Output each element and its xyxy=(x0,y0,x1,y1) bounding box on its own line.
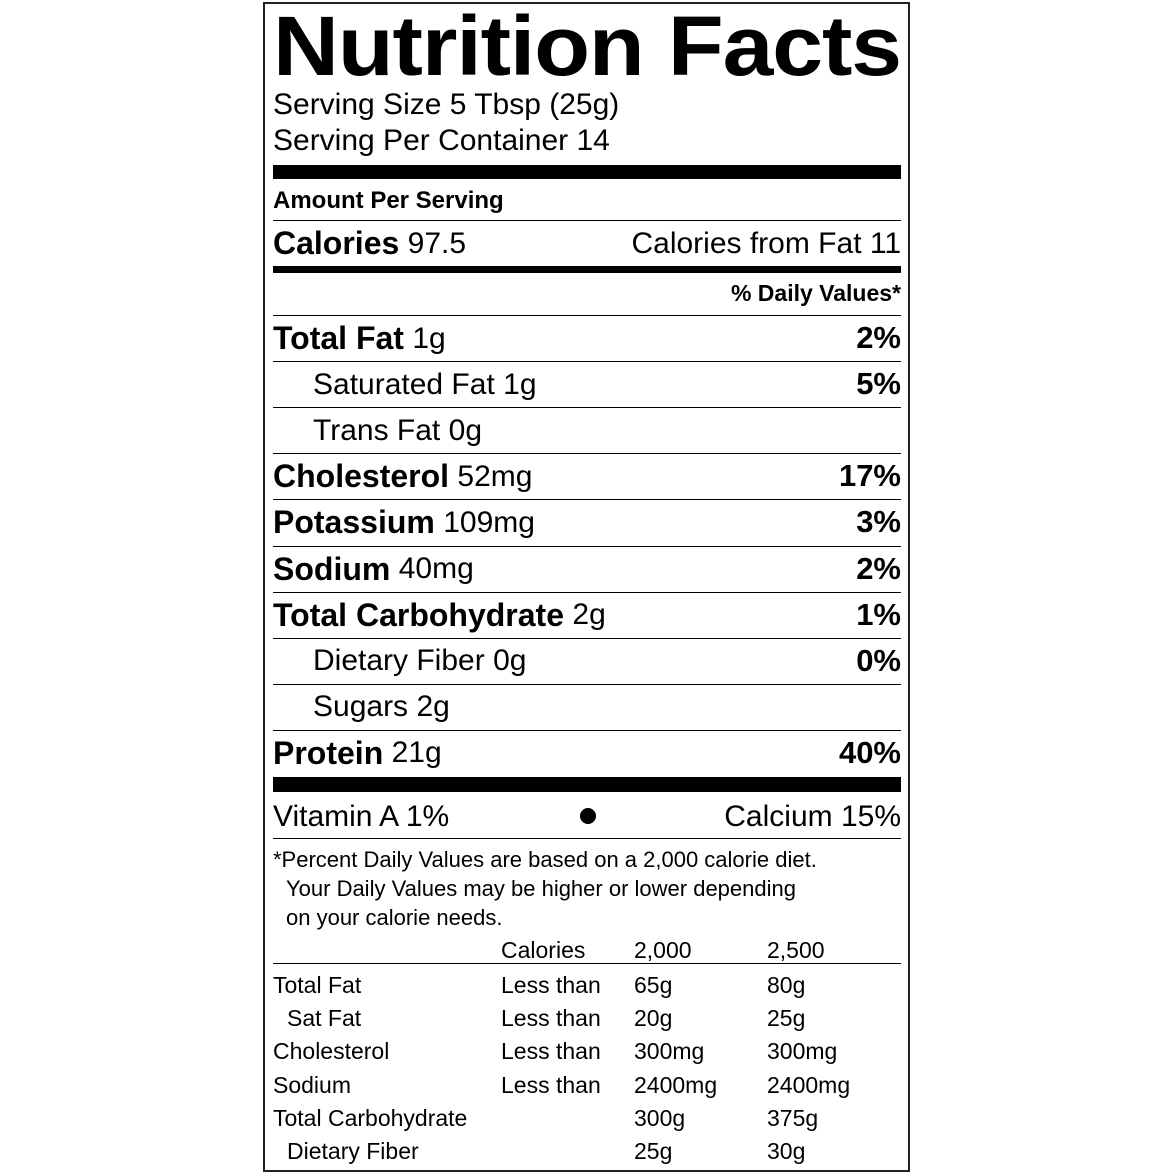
rule xyxy=(273,838,901,839)
sub-nutrient-name: Dietary Fiber xyxy=(313,644,485,678)
vitamin: Vitamin A 1% xyxy=(273,799,450,833)
rule xyxy=(273,165,901,179)
table-qualifier: Less than xyxy=(501,1038,601,1065)
rule xyxy=(273,407,901,408)
table-value: 2400mg xyxy=(767,1071,851,1098)
table-name: Sat Fat xyxy=(287,1005,362,1032)
sub-nutrient-amount: 0g xyxy=(493,644,527,678)
footnote-line: on your calorie needs. xyxy=(286,904,503,930)
daily-value: 2% xyxy=(856,550,901,586)
rule xyxy=(273,638,901,639)
table-value: 25g xyxy=(767,1005,806,1032)
sub-nutrient-amount: 1g xyxy=(503,367,537,401)
daily-value: 3% xyxy=(856,504,901,540)
table-name: Total Fat xyxy=(273,972,362,998)
dv-header: % Daily Values* xyxy=(730,280,901,306)
calories-from-fat: Calories from Fat 11 xyxy=(631,226,901,260)
daily-value: 2% xyxy=(856,320,901,355)
nutrient-amount: 1g xyxy=(412,321,446,355)
footnote-line: *Percent Daily Values are based on a 2,0… xyxy=(273,846,817,872)
rule xyxy=(273,453,901,454)
rule xyxy=(273,499,901,500)
sub-nutrient-name: Sugars xyxy=(313,690,409,724)
serving-size: Serving Size 5 Tbsp (25g) xyxy=(273,87,620,121)
rule xyxy=(273,963,901,964)
nutrient-amount: 21g xyxy=(391,736,442,770)
nutrient-name: Total Carbohydrate xyxy=(273,596,564,633)
sub-nutrient-amount: 0g xyxy=(448,413,483,447)
table-qualifier: Less than xyxy=(501,1071,601,1098)
rule xyxy=(273,592,901,593)
amount-header: Amount Per Serving xyxy=(273,186,504,214)
nutrient-name: Sodium xyxy=(273,550,391,587)
sub-nutrient-name: Trans Fat xyxy=(313,413,441,447)
table-value: 375g xyxy=(767,1104,819,1131)
nutrient-amount: 2g xyxy=(572,598,606,632)
nutrient-name: Potassium xyxy=(273,504,435,541)
table-value: 25g xyxy=(634,1138,673,1164)
daily-value: 40% xyxy=(838,734,901,770)
table-name: Cholesterol xyxy=(273,1038,390,1065)
table-value: 20g xyxy=(634,1005,673,1032)
daily-value: 1% xyxy=(856,596,901,632)
table-qualifier: Less than xyxy=(501,1005,601,1032)
table-header: Calories xyxy=(501,937,586,963)
calories-name: Calories xyxy=(273,225,400,261)
table-name: Dietary Fiber xyxy=(287,1138,419,1164)
calories-amount: 97.5 xyxy=(407,226,467,260)
nutrient-name: Protein xyxy=(273,734,384,771)
table-value: 65g xyxy=(634,972,673,998)
nutrient-amount: 52mg xyxy=(457,459,533,493)
table-value: 300g xyxy=(634,1104,686,1131)
daily-value: 0% xyxy=(856,642,901,678)
label-box xyxy=(263,2,910,1172)
daily-value: 17% xyxy=(838,458,901,494)
rule xyxy=(273,730,901,731)
rule xyxy=(273,777,901,792)
footnote-line: Your Daily Values may be higher or lower… xyxy=(286,875,796,901)
rule xyxy=(273,361,901,362)
nutrient-amount: 40mg xyxy=(398,552,474,585)
rule xyxy=(273,266,901,273)
rule xyxy=(273,546,901,547)
nutrient-name: Cholesterol xyxy=(273,458,450,495)
nutrient-amount: 109mg xyxy=(443,505,535,539)
sub-nutrient-amount: 2g xyxy=(416,690,450,724)
table-value: 300mg xyxy=(634,1038,705,1065)
servings-per-container: Serving Per Container 14 xyxy=(273,123,610,157)
table-header: 2,000 xyxy=(634,937,692,963)
table-value: 300mg xyxy=(767,1038,838,1065)
table-value: 30g xyxy=(767,1138,806,1164)
table-value: 2400mg xyxy=(634,1071,718,1098)
sub-nutrient-name: Saturated Fat xyxy=(313,367,495,401)
table-value: 80g xyxy=(767,972,806,998)
table-qualifier: Less than xyxy=(501,972,601,998)
nutrient-name: Total Fat xyxy=(273,320,404,356)
table-name: Sodium xyxy=(273,1071,351,1098)
vitamin: Calcium 15% xyxy=(724,799,901,833)
table-header: 2,500 xyxy=(767,937,825,963)
rule xyxy=(273,220,901,221)
rule xyxy=(273,684,901,685)
table-name: Total Carbohydrate xyxy=(273,1104,468,1131)
rule xyxy=(273,315,901,316)
daily-value: 5% xyxy=(856,366,901,402)
title: Nutrition Facts xyxy=(273,0,902,93)
